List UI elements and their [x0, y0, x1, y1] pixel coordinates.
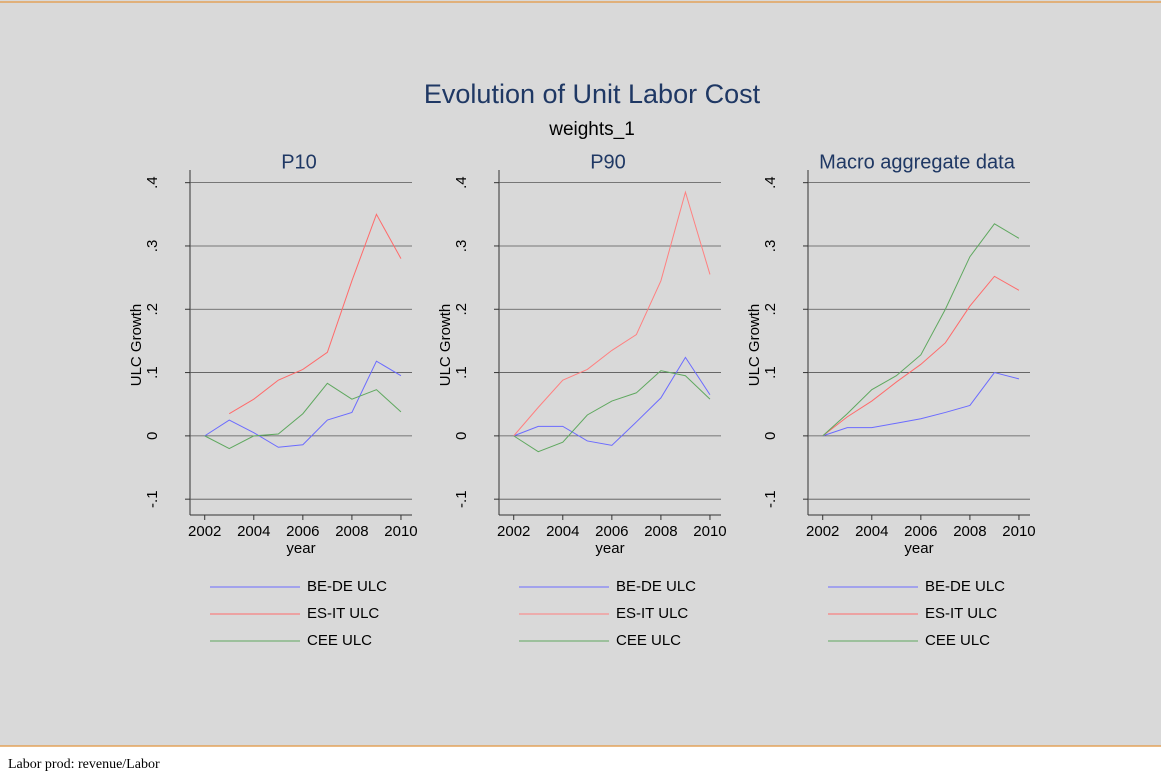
x-tick-label: 2006	[595, 523, 628, 540]
series-line	[513, 356, 711, 446]
y-tick-label: .1	[144, 366, 161, 379]
y-tick-label: .3	[144, 240, 161, 253]
series-line	[513, 370, 711, 453]
x-tick-label: 2004	[855, 523, 888, 540]
legend-label: CEE ULC	[616, 632, 681, 649]
y-tick-label: -.1	[762, 490, 779, 508]
y-tick-label: -.1	[144, 490, 161, 508]
x-axis-label: year	[904, 540, 933, 557]
x-tick-label: 2006	[286, 523, 319, 540]
x-tick-label: 2010	[1002, 523, 1035, 540]
y-tick-label: .3	[762, 240, 779, 253]
series-line	[513, 190, 711, 437]
y-tick-label: .4	[762, 176, 779, 189]
y-tick-label: 0	[144, 432, 161, 440]
x-tick-label: 2008	[644, 523, 677, 540]
y-axis-label: ULC Growth	[128, 304, 145, 387]
footer-text: Labor prod: revenue/Labor	[8, 757, 160, 772]
series-line	[822, 372, 1020, 437]
series-line	[204, 382, 402, 450]
y-axis-label: ULC Growth	[437, 304, 454, 387]
series-line	[204, 360, 402, 448]
legend-label: ES-IT ULC	[307, 605, 379, 622]
panel-title: P10	[281, 151, 317, 173]
y-tick-label: 0	[762, 432, 779, 440]
legend-label: CEE ULC	[925, 632, 990, 649]
x-axis-label: year	[595, 540, 624, 557]
legend-label: CEE ULC	[307, 632, 372, 649]
y-tick-label: .2	[453, 303, 470, 316]
x-tick-label: 2010	[384, 523, 417, 540]
legend-label: ES-IT ULC	[925, 605, 997, 622]
legend-label: ES-IT ULC	[616, 605, 688, 622]
x-tick-label: 2002	[497, 523, 530, 540]
y-tick-label: .4	[453, 176, 470, 189]
x-tick-label: 2008	[953, 523, 986, 540]
series-line	[822, 275, 1020, 437]
y-tick-label: .1	[762, 366, 779, 379]
footer-band	[0, 746, 1161, 782]
y-tick-label: .2	[144, 303, 161, 316]
y-axis-label: ULC Growth	[746, 304, 763, 387]
x-tick-label: 2008	[335, 523, 368, 540]
x-tick-label: 2006	[904, 523, 937, 540]
x-tick-label: 2004	[237, 523, 270, 540]
x-tick-label: 2002	[188, 523, 221, 540]
legend-label: BE-DE ULC	[307, 578, 387, 595]
y-tick-label: -.1	[453, 490, 470, 508]
y-tick-label: .4	[144, 176, 161, 189]
series-line	[228, 213, 402, 415]
y-tick-label: .1	[453, 366, 470, 379]
panel-title: P90	[590, 151, 626, 173]
y-tick-label: .2	[762, 303, 779, 316]
legend-label: BE-DE ULC	[616, 578, 696, 595]
y-tick-label: 0	[453, 432, 470, 440]
x-axis-label: year	[286, 540, 315, 557]
x-tick-label: 2010	[693, 523, 726, 540]
x-tick-label: 2002	[806, 523, 839, 540]
chart-title: Evolution of Unit Labor Cost	[424, 79, 761, 109]
y-tick-label: .3	[453, 240, 470, 253]
panel-title: Macro aggregate data	[819, 151, 1016, 173]
legend-label: BE-DE ULC	[925, 578, 1005, 595]
chart-subtitle: weights_1	[548, 119, 635, 140]
series-line	[822, 223, 1020, 437]
x-tick-label: 2004	[546, 523, 579, 540]
